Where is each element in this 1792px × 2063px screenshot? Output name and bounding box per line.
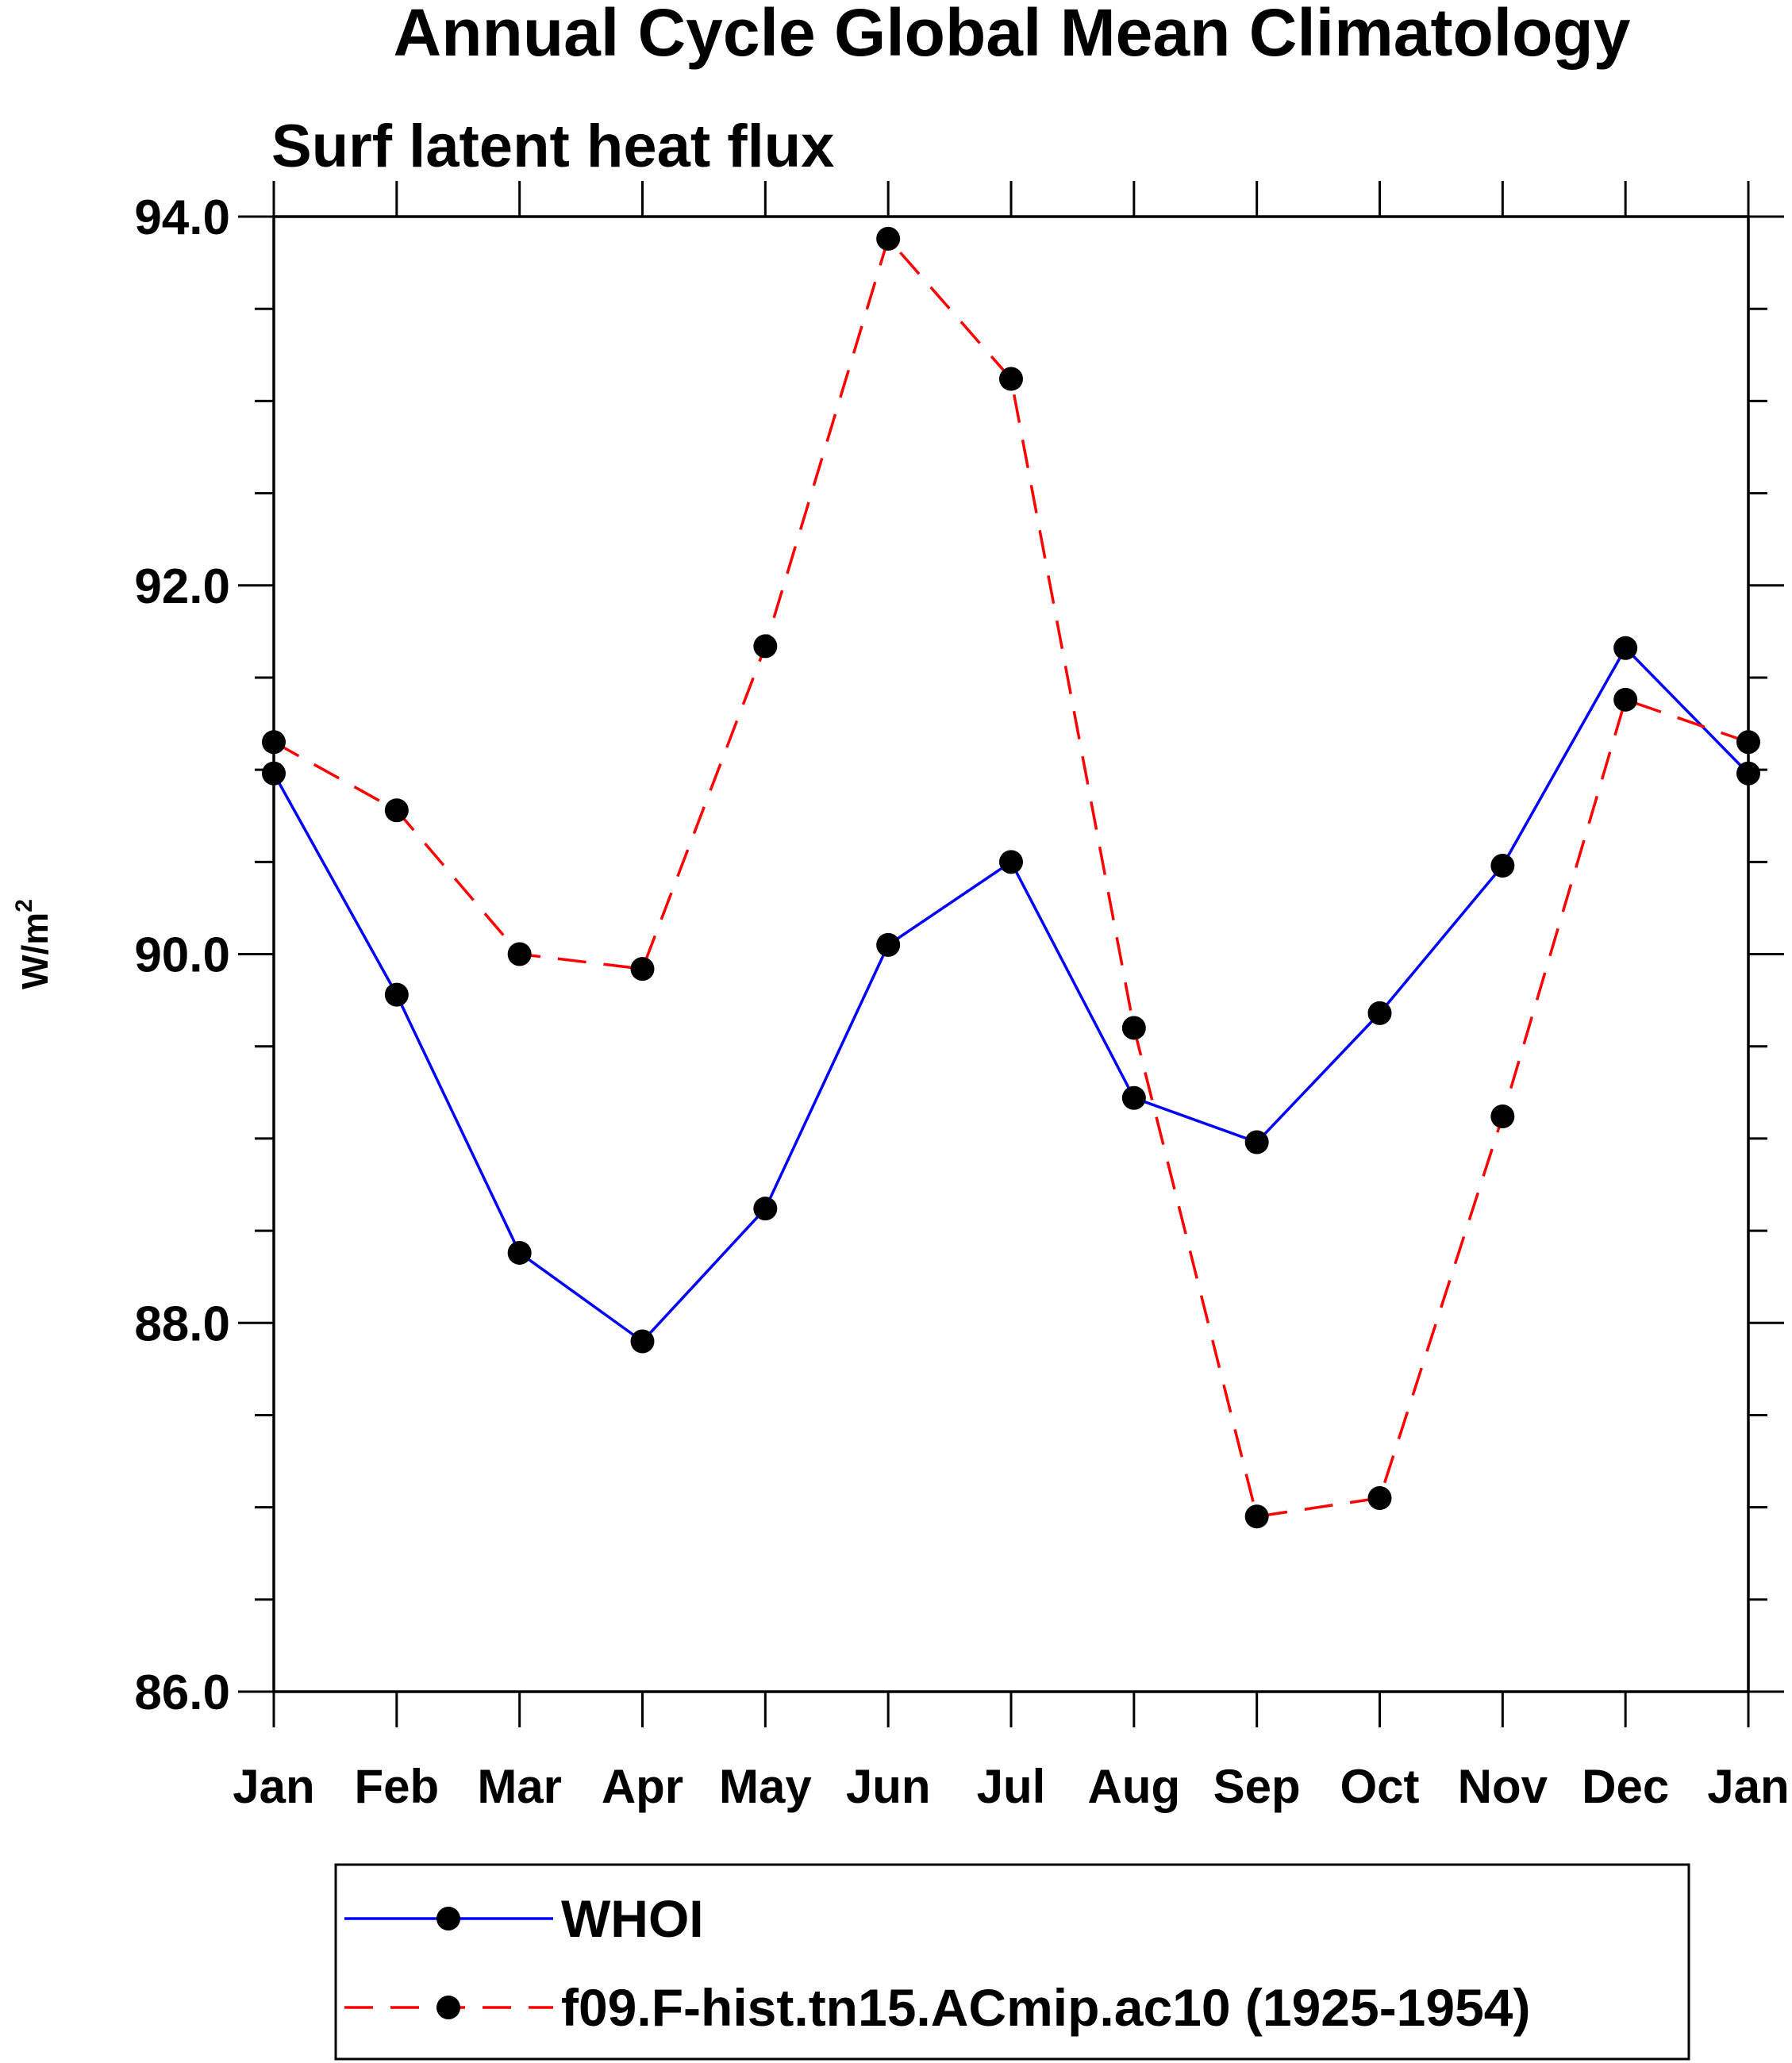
series-line-1 xyxy=(273,237,1749,1518)
data-point-series-1 xyxy=(262,730,286,755)
y-axis-label-base: W/m xyxy=(14,912,56,989)
x-tick-label: Apr xyxy=(602,1760,683,1813)
legend-marker-model xyxy=(436,1996,460,2019)
legend-label-model: f09.F-hist.tn15.ACmip.ac10 (1925-1954) xyxy=(561,1978,1530,2037)
x-tick-label: Jun xyxy=(846,1760,931,1813)
plot-frame xyxy=(272,215,1750,1693)
y-tick-label: 94.0 xyxy=(134,190,230,245)
data-point-series-0 xyxy=(876,932,901,957)
data-point-series-0 xyxy=(630,1329,655,1354)
x-tick-label: Jul xyxy=(977,1760,1046,1813)
x-tick-label: Oct xyxy=(1340,1760,1419,1813)
data-point-series-1 xyxy=(1244,1504,1269,1529)
x-tick-label: Sep xyxy=(1213,1760,1301,1813)
data-point-series-0 xyxy=(1244,1130,1269,1154)
data-point-series-0 xyxy=(753,1197,778,1221)
data-point-series-1 xyxy=(1490,1104,1515,1128)
data-point-series-1 xyxy=(1121,1016,1146,1040)
data-point-series-1 xyxy=(1736,730,1760,755)
x-tick-label: Feb xyxy=(354,1760,439,1813)
data-point-series-1 xyxy=(999,367,1023,391)
chart-subtitle: Surf latent heat flux xyxy=(271,113,834,180)
x-tick-label: Nov xyxy=(1458,1760,1548,1813)
data-point-series-0 xyxy=(384,982,409,1007)
data-point-series-0 xyxy=(507,1240,532,1265)
data-point-series-0 xyxy=(1736,761,1760,786)
y-tick-label: 88.0 xyxy=(134,1297,230,1351)
data-point-series-1 xyxy=(384,798,409,823)
data-point-series-1 xyxy=(1613,687,1638,712)
x-tick-label: Jan xyxy=(1707,1760,1789,1813)
legend-label-whoi: WHOI xyxy=(561,1889,704,1948)
y-tick-label: 92.0 xyxy=(134,559,230,614)
y-tick-label: 90.0 xyxy=(134,928,230,983)
legend-box xyxy=(334,1863,1690,2061)
data-point-series-0 xyxy=(262,761,286,786)
y-axis-label: W/m2 xyxy=(11,899,56,989)
x-tick-label: Jan xyxy=(233,1760,314,1813)
data-point-series-0 xyxy=(1613,636,1638,660)
data-point-series-1 xyxy=(630,957,655,982)
data-point-series-0 xyxy=(1490,853,1515,878)
plot-axes: 86.0 88.0 90.0 92.0 94.0 Jan Feb Mar Apr May Jun Ju… xyxy=(134,181,1790,1813)
y-tick-label: 86.0 xyxy=(134,1665,230,1720)
legend: WHOI f09.F-hist.tn15.ACmip.ac10 (1925-19… xyxy=(334,1863,1690,2061)
series-line-0 xyxy=(272,647,1750,1343)
data-point-series-0 xyxy=(1121,1085,1146,1110)
series-layer xyxy=(262,226,1760,1529)
data-point-series-1 xyxy=(876,226,901,251)
x-tick-label: May xyxy=(719,1760,812,1813)
x-tick-label: Mar xyxy=(477,1760,562,1813)
data-point-series-1 xyxy=(1367,1486,1392,1511)
y-axis-label-exponent: 2 xyxy=(11,899,37,912)
x-tick-label: Aug xyxy=(1088,1760,1181,1813)
data-point-series-0 xyxy=(1367,1001,1392,1025)
chart-title: Annual Cycle Global Mean Climatology xyxy=(394,0,1631,70)
data-point-series-1 xyxy=(507,942,532,966)
legend-marker-whoi xyxy=(436,1907,460,1930)
data-point-series-1 xyxy=(753,634,778,659)
x-tick-label: Dec xyxy=(1582,1760,1669,1813)
data-point-series-0 xyxy=(999,850,1023,874)
